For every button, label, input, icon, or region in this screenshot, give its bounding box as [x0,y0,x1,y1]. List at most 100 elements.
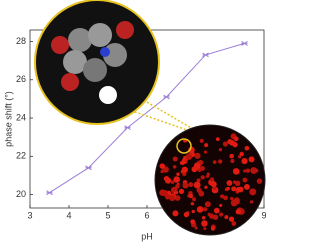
particle [173,191,177,195]
marker [241,40,248,46]
particle [196,206,204,213]
particle [218,159,223,164]
particle [249,188,257,196]
particle [191,209,195,214]
particle [218,147,223,152]
particle [215,137,220,142]
particle [232,180,237,184]
x-tick-label: 5 [105,210,110,220]
atom [116,21,134,39]
particle [226,180,233,186]
atom [88,23,112,47]
particle [243,183,250,190]
particle [174,195,181,201]
particle [237,155,242,159]
particle [203,207,208,212]
atom [51,36,69,54]
particle [175,184,180,189]
particle [172,210,179,217]
particle [183,212,189,218]
particle [219,203,223,207]
zoom-circle [176,138,192,154]
x-axis-label: pH [141,231,153,241]
plot: 34567892022242628pHphase shift (°) [3,36,266,242]
particle [200,175,205,180]
particle [226,186,230,191]
atom [83,58,107,82]
particle [254,168,259,173]
particle [209,177,215,182]
particle [239,151,244,157]
particle [242,177,248,183]
particle [249,200,254,204]
particle [203,150,208,154]
particle [233,136,239,142]
particle [172,156,178,162]
particle [210,181,217,188]
atom [100,47,110,57]
atom [61,73,79,91]
particle [219,212,224,217]
particle [241,158,248,165]
particle [198,190,205,197]
particle [233,197,240,204]
particle [193,162,201,170]
particle [176,172,180,177]
particles [159,133,263,231]
particle [188,146,195,154]
particle [185,153,193,160]
particle [248,156,255,163]
particle [222,141,229,147]
particle [204,201,211,208]
particle [235,209,242,215]
particle [172,165,177,169]
particle [188,182,194,188]
particle [210,226,215,231]
particle [220,194,225,199]
y-tick-label: 28 [16,36,26,46]
particle [181,166,188,173]
particle [229,139,235,146]
y-tick-label: 22 [16,151,26,161]
particle [243,169,247,173]
particle [235,187,241,192]
particle [194,152,201,159]
particle [190,219,196,225]
marker [85,165,92,171]
chart: 34567892022242628pHphase shift (°) [3,0,266,242]
particle [182,182,189,189]
particle [193,181,201,189]
x-tick-label: 6 [144,210,149,220]
particle [204,185,208,189]
particle [199,138,204,143]
particle [188,194,194,199]
particle [173,176,180,183]
x-tick-label: 9 [261,210,266,220]
particle [229,153,234,159]
y-tick-label: 26 [16,74,26,84]
atom [68,28,92,52]
particle [256,178,263,184]
particle [163,192,169,197]
particle [170,180,175,184]
particle [232,168,240,175]
particle [207,212,211,217]
marker [202,52,209,58]
particle [231,221,237,226]
particle [178,188,185,194]
particle [179,161,184,165]
particle [244,145,250,151]
particle [182,171,187,177]
particle [223,195,228,201]
particle [230,196,234,201]
particle [159,163,166,169]
particle [213,207,220,214]
particle [201,220,208,227]
particle [224,215,229,220]
particle [230,159,235,164]
particle [196,178,201,183]
y-tick-label: 24 [16,112,26,122]
y-axis-label: phase shift (°) [3,91,13,147]
particle [190,202,195,206]
particle [204,143,209,148]
